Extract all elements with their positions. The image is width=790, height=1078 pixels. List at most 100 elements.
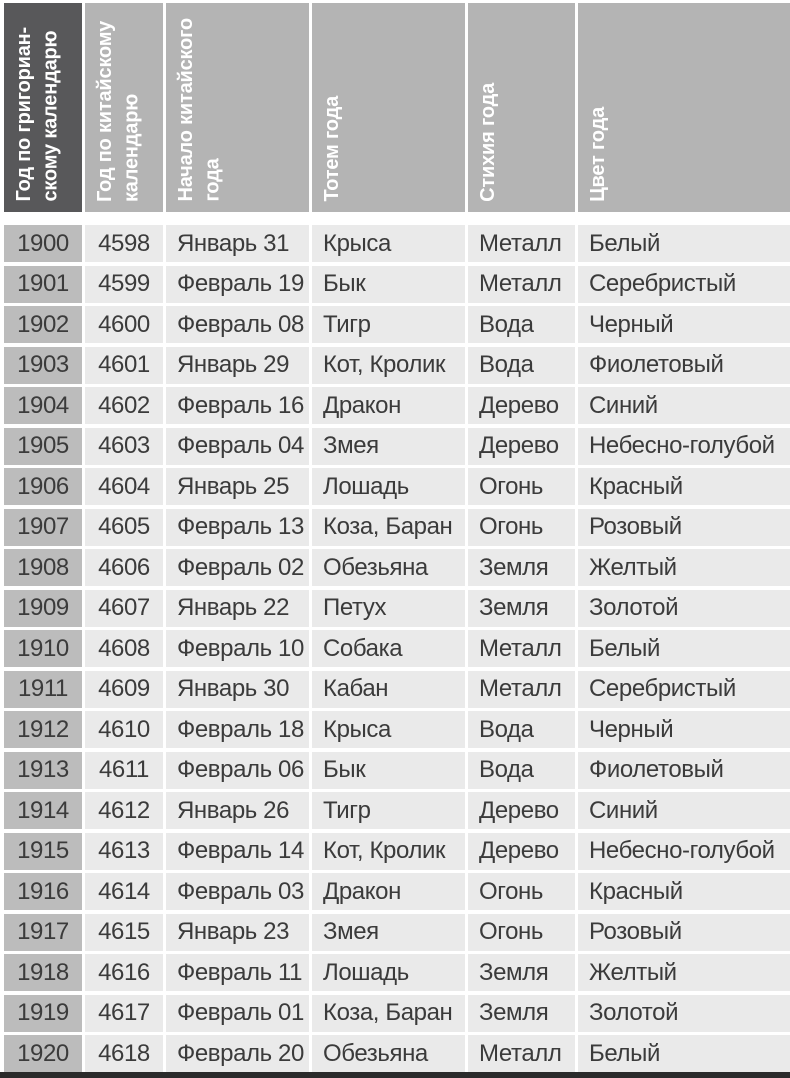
cell-chinese-year: 4617 [85,994,163,1032]
table-row: 1913 4611 Февраль 06 Бык Вода Фиолетовый [4,751,790,789]
cell-element: Вода [468,751,575,789]
column-header-element: Стихия года [468,3,575,212]
cell-year-start: Январь 30 [166,670,309,708]
cell-gregorian-year: 1903 [4,346,82,384]
cell-color: Красный [578,468,790,505]
column-header-chinese-year-label: Год по китайскому календарю [94,21,143,202]
table-row: 1902 4600 Февраль 08 Тигр Вода Черный [4,306,790,343]
cell-year-start: Февраль 03 [166,873,309,910]
column-header-color: Цвет года [578,3,790,212]
table-row: 1907 4605 Февраль 13 Коза, Баран Огонь Р… [4,508,790,546]
cell-chinese-year: 4604 [85,468,163,505]
cell-totem: Кот, Кролик [312,346,465,384]
table-row: 1905 4603 Февраль 04 Змея Дерево Небесно… [4,427,790,465]
cell-chinese-year: 4601 [85,346,163,384]
cell-totem: Тигр [312,306,465,343]
cell-element: Вода [468,346,575,384]
cell-gregorian-year: 1902 [4,306,82,343]
column-header-gregorian-year: Год по григориан- скому календарю [4,3,82,212]
cell-element: Земля [468,994,575,1032]
cell-color: Небесно-голубой [578,427,790,465]
table-row: 1920 4618 Февраль 20 Обезьяна Металл Бел… [4,1035,790,1072]
cell-chinese-year: 4605 [85,508,163,546]
cell-element: Металл [468,225,575,262]
cell-chinese-year: 4610 [85,711,163,748]
cell-color: Фиолетовый [578,346,790,384]
column-header-chinese-year: Год по китайскому календарю [85,3,163,212]
cell-color: Синий [578,792,790,829]
cell-element: Металл [468,265,575,303]
cell-totem: Тигр [312,792,465,829]
column-header-gregorian-year-label: Год по григориан- скому календарю [13,27,62,202]
cell-color: Розовый [578,913,790,951]
cell-gregorian-year: 1900 [4,225,82,262]
cell-element: Земля [468,549,575,586]
cell-gregorian-year: 1912 [4,711,82,748]
cell-chinese-year: 4607 [85,589,163,627]
cell-element: Металл [468,670,575,708]
cell-year-start: Февраль 14 [166,832,309,870]
cell-totem: Обезьяна [312,549,465,586]
cell-gregorian-year: 1911 [4,670,82,708]
cell-year-start: Февраль 10 [166,630,309,667]
cell-element: Вода [468,306,575,343]
cell-chinese-year: 4599 [85,265,163,303]
column-header-year-start-label: Начало китайского года [175,18,224,202]
bottom-border-bar [0,1072,790,1078]
cell-color: Красный [578,873,790,910]
cell-totem: Обезьяна [312,1035,465,1072]
cell-color: Желтый [578,954,790,991]
cell-element: Дерево [468,792,575,829]
cell-element: Огонь [468,913,575,951]
cell-color: Золотой [578,994,790,1032]
table-row: 1901 4599 Февраль 19 Бык Металл Серебрис… [4,265,790,303]
cell-year-start: Февраль 04 [166,427,309,465]
cell-color: Фиолетовый [578,751,790,789]
cell-totem: Крыса [312,711,465,748]
cell-gregorian-year: 1918 [4,954,82,991]
cell-color: Серебристый [578,670,790,708]
cell-chinese-year: 4602 [85,387,163,424]
cell-year-start: Февраль 20 [166,1035,309,1072]
cell-gregorian-year: 1909 [4,589,82,627]
cell-element: Дерево [468,427,575,465]
cell-gregorian-year: 1901 [4,265,82,303]
column-header-totem: Тотем года [312,3,465,212]
cell-year-start: Февраль 11 [166,954,309,991]
cell-totem: Собака [312,630,465,667]
cell-chinese-year: 4618 [85,1035,163,1072]
table-row: 1917 4615 Январь 23 Змея Огонь Розовый [4,913,790,951]
cell-color: Белый [578,630,790,667]
cell-element: Дерево [468,832,575,870]
cell-totem: Дракон [312,873,465,910]
cell-totem: Бык [312,751,465,789]
cell-chinese-year: 4615 [85,913,163,951]
cell-chinese-year: 4609 [85,670,163,708]
table-row: 1909 4607 Январь 22 Петух Земля Золотой [4,589,790,627]
cell-totem: Петух [312,589,465,627]
table-row: 1916 4614 Февраль 03 Дракон Огонь Красны… [4,873,790,910]
cell-year-start: Февраль 06 [166,751,309,789]
cell-element: Земля [468,589,575,627]
table-row: 1908 4606 Февраль 02 Обезьяна Земля Желт… [4,549,790,586]
cell-year-start: Январь 31 [166,225,309,262]
cell-chinese-year: 4603 [85,427,163,465]
cell-year-start: Январь 22 [166,589,309,627]
calendar-table: Год по григориан- скому календарю Год по… [4,3,790,1076]
column-header-color-label: Цвет года [587,107,609,202]
cell-chinese-year: 4600 [85,306,163,343]
cell-year-start: Январь 23 [166,913,309,951]
cell-gregorian-year: 1920 [4,1035,82,1072]
cell-year-start: Январь 29 [166,346,309,384]
table-row: 1906 4604 Январь 25 Лошадь Огонь Красный [4,468,790,505]
cell-color: Черный [578,711,790,748]
cell-color: Небесно-голубой [578,832,790,870]
column-header-element-label: Стихия года [477,83,499,202]
table-row: 1904 4602 Февраль 16 Дракон Дерево Синий [4,387,790,424]
table-row: 1914 4612 Январь 26 Тигр Дерево Синий [4,792,790,829]
cell-color: Розовый [578,508,790,546]
cell-totem: Коза, Баран [312,508,465,546]
cell-totem: Кабан [312,670,465,708]
cell-color: Серебристый [578,265,790,303]
cell-element: Огонь [468,468,575,505]
